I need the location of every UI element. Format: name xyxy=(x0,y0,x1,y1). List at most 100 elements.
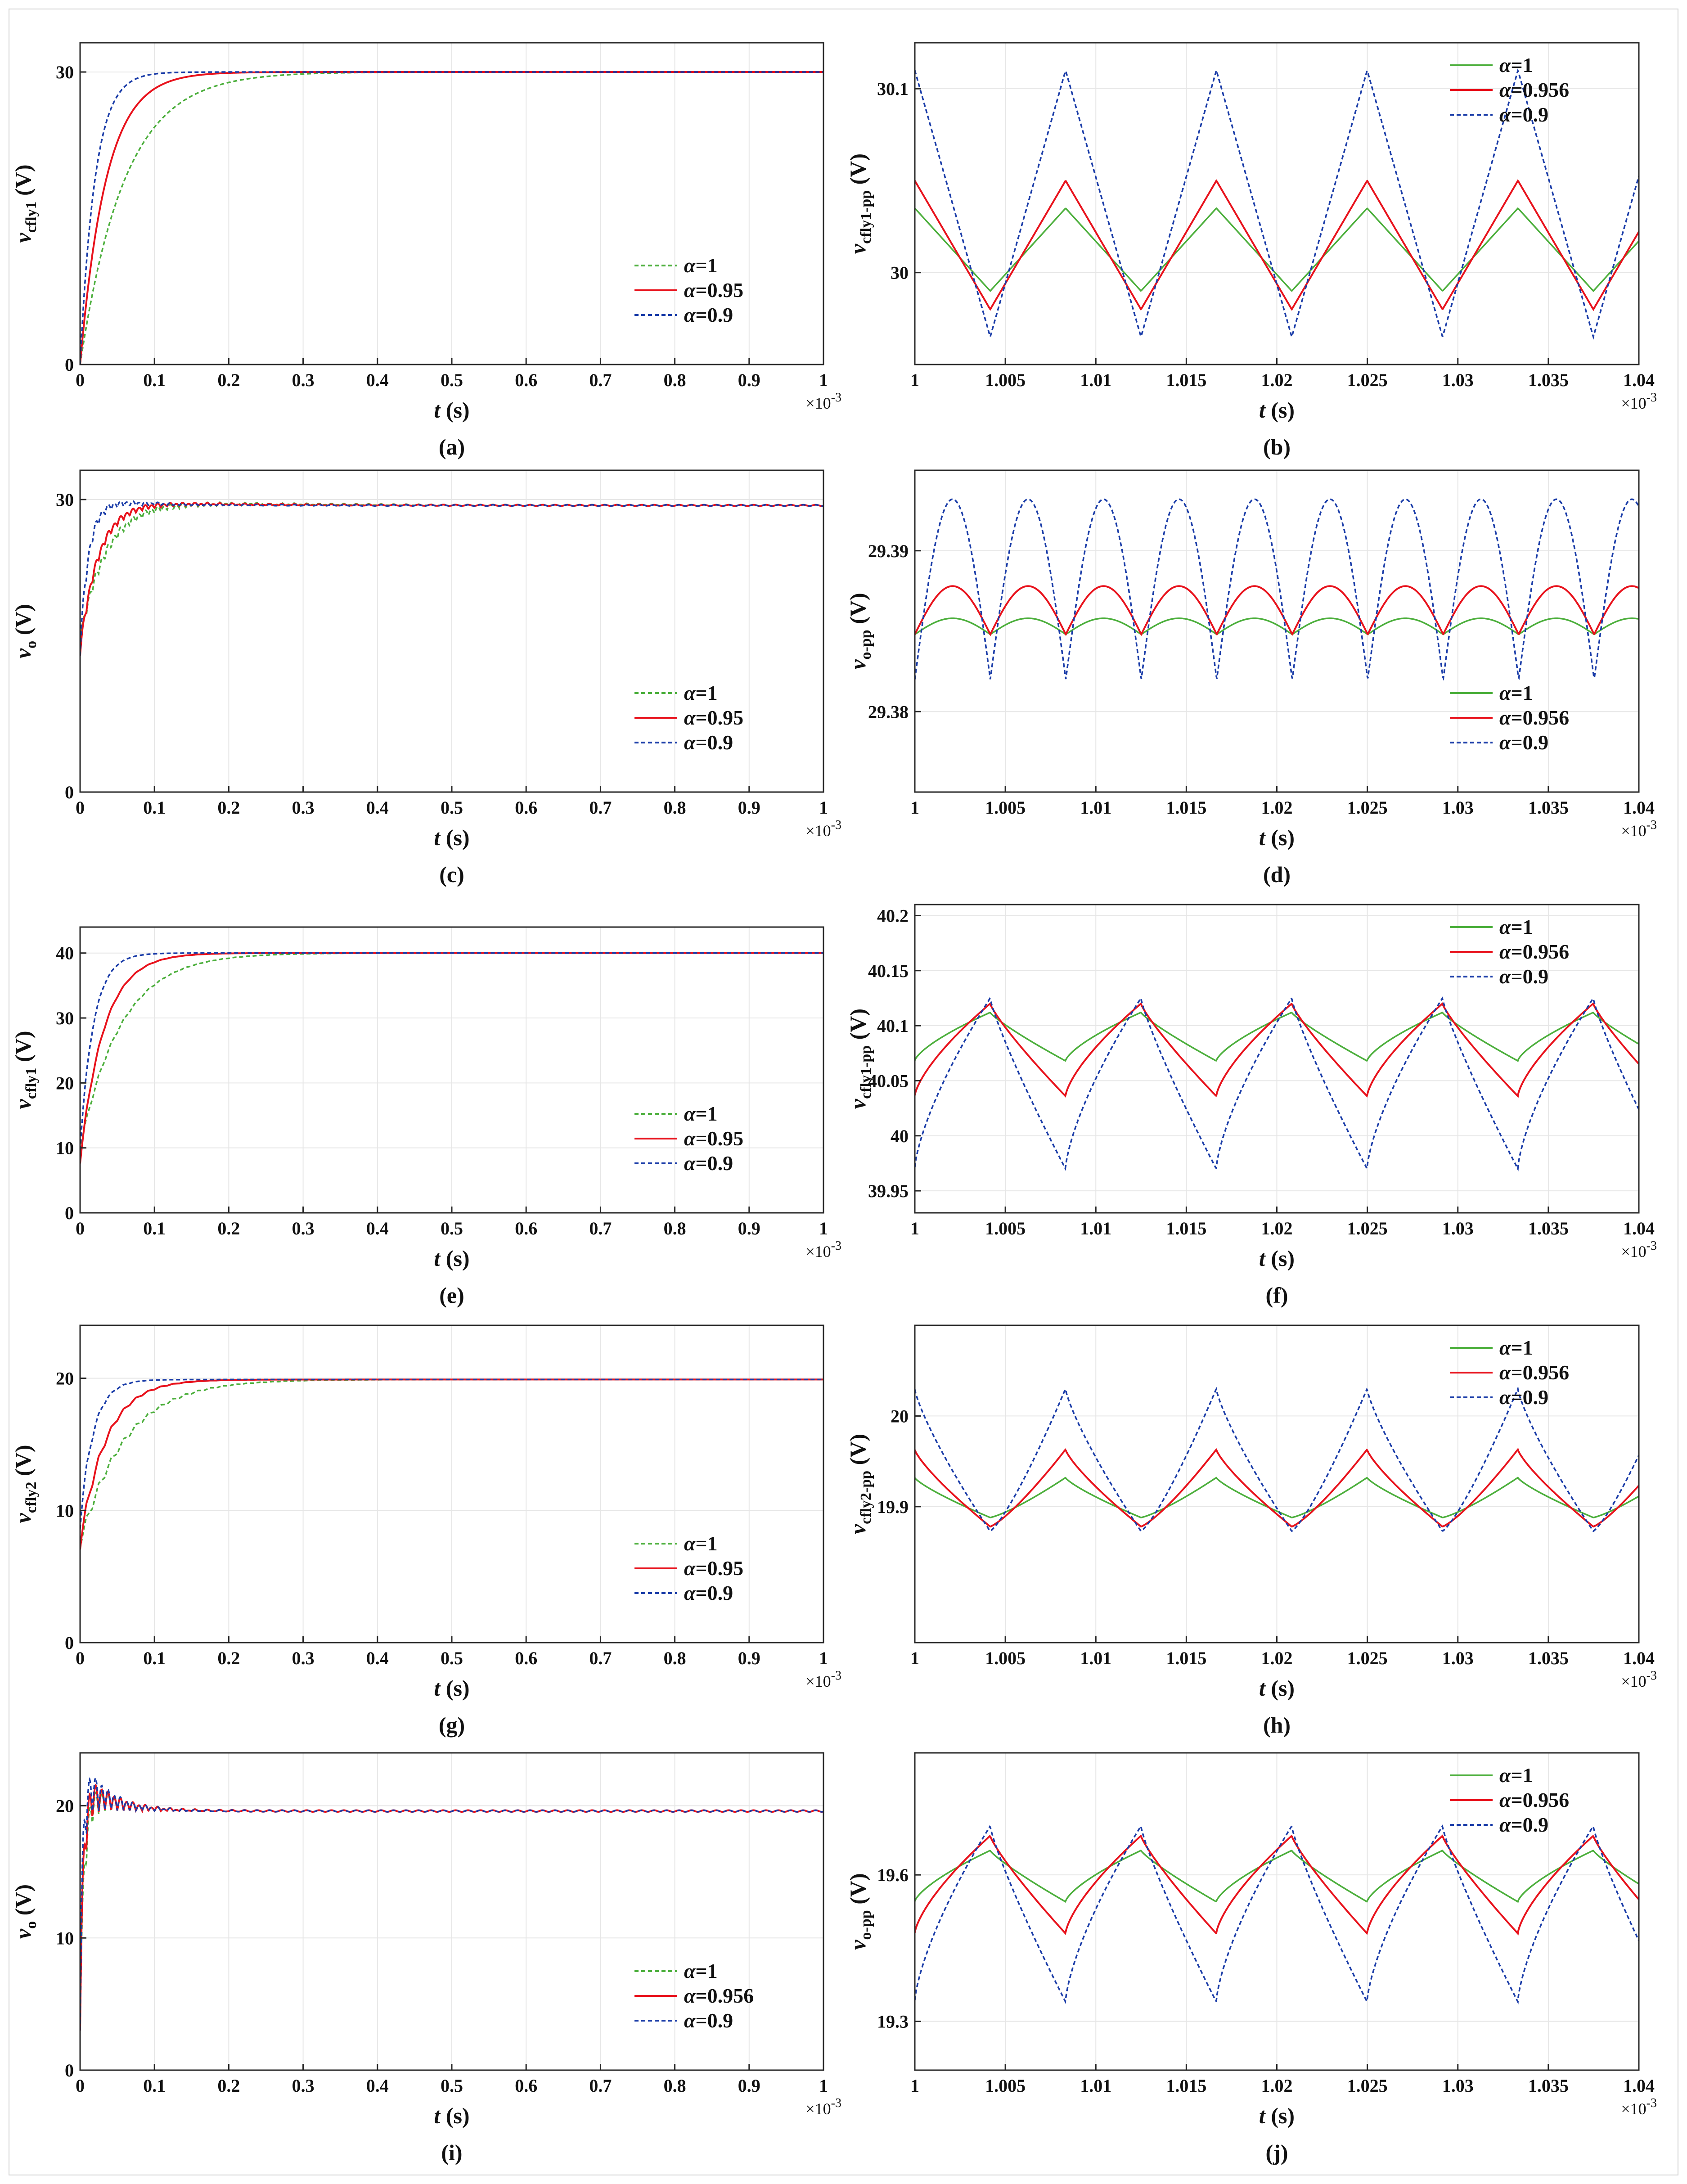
x-tick-label: 0.1 xyxy=(143,2076,166,2096)
x-tick-label: 0.1 xyxy=(143,797,166,818)
y-axis-label: vcfly1-pp (V) xyxy=(845,153,874,254)
x-exponent: ×10-3 xyxy=(1621,391,1657,412)
x-tick-label: 0.4 xyxy=(366,2076,389,2096)
x-exponent: ×10-3 xyxy=(805,2096,841,2118)
chart-panel-i: 0 0.1 0.2 0.3 0.4 0.5 0.6 0.7 0.8 0.9 101020×10-3t… xyxy=(10,1752,841,2165)
series-line-3 xyxy=(915,498,1639,681)
y-axis-label: vo-pp (V) xyxy=(845,1873,874,1950)
series-line-3 xyxy=(80,1776,823,2031)
x-tick-label: 1.025 xyxy=(1347,797,1388,818)
chart-panel-e: 0 0.1 0.2 0.3 0.4 0.5 0.6 0.7 0.8 0.9 1010203040×1… xyxy=(10,926,841,1308)
x-axis-label: t (s) xyxy=(1259,397,1295,423)
x-tick-label: 1.03 xyxy=(1442,1218,1474,1238)
chart-panel-j: 1 1.005 1.01 1.015 1.02 1.025 1.03 1.035 1.04 19.… xyxy=(845,1752,1657,2165)
y-tick-label: 19.9 xyxy=(877,1497,909,1517)
y-tick-label: 39.95 xyxy=(868,1181,909,1201)
series-line-3 xyxy=(915,1386,1639,1532)
panel-caption: (j) xyxy=(1266,2140,1288,2165)
legend-label: α=0.9 xyxy=(1499,103,1548,126)
y-tick-label: 30.1 xyxy=(877,79,909,99)
chart-panel-b: 1 1.005 1.01 1.015 1.02 1.025 1.03 1.035 1.04 30 3… xyxy=(845,42,1657,459)
y-tick-label: 10 xyxy=(56,1138,74,1158)
x-tick-label: 1.015 xyxy=(1166,370,1206,390)
x-tick-label: 1.03 xyxy=(1442,370,1474,390)
y-tick-label: 30 xyxy=(56,1008,74,1028)
x-tick-label: 1.025 xyxy=(1347,370,1388,390)
legend-label: α=0.956 xyxy=(1499,1788,1569,1811)
x-tick-label: 1.005 xyxy=(985,1218,1026,1238)
x-tick-label: 0.3 xyxy=(292,797,315,818)
panel-caption: (b) xyxy=(1263,434,1291,459)
x-tick-label: 0.8 xyxy=(664,1218,686,1238)
legend-label: α=1 xyxy=(1499,681,1533,704)
x-tick-label: 1.04 xyxy=(1623,797,1655,818)
y-tick-label: 40 xyxy=(891,1126,909,1146)
x-tick-label: 1 xyxy=(819,370,828,390)
series-line-3 xyxy=(915,68,1639,340)
series-line-3 xyxy=(80,952,823,1150)
x-tick-label: 0.4 xyxy=(366,797,389,818)
x-tick-label: 1.02 xyxy=(1261,1218,1293,1238)
x-tick-label: 1.03 xyxy=(1442,1648,1474,1668)
x-tick-label: 0.5 xyxy=(441,797,463,818)
panel-caption: (e) xyxy=(439,1283,464,1308)
x-tick-label: 1 xyxy=(910,370,919,390)
y-axis-label: vcfly1 (V) xyxy=(10,165,40,243)
x-tick-label: 1.04 xyxy=(1623,1648,1655,1668)
legend-label: α=0.95 xyxy=(684,1557,743,1580)
series-line-1 xyxy=(915,1011,1639,1062)
x-tick-label: 0.5 xyxy=(441,2076,463,2096)
y-tick-label: 0 xyxy=(65,782,74,802)
y-tick-label: 20 xyxy=(56,1369,74,1389)
y-tick-label: 0 xyxy=(65,355,74,375)
x-tick-label: 0.5 xyxy=(441,1218,463,1238)
y-axis-label: vcfly1-pp (V) xyxy=(845,1009,874,1109)
legend-label: α=1 xyxy=(1499,1336,1533,1359)
y-tick-label: 0 xyxy=(65,2060,74,2080)
legend-label: α=1 xyxy=(684,681,718,704)
x-tick-label: 0.6 xyxy=(515,2076,537,2096)
x-tick-label: 1.015 xyxy=(1166,797,1206,818)
chart-panel-a: 0 0.1 0.2 0.3 0.4 0.5 0.6 0.7 0.8 0.9 1 0 30 ×10-3 t (… xyxy=(10,42,841,459)
x-tick-label: 1.02 xyxy=(1261,1648,1293,1668)
y-tick-label: 20 xyxy=(56,1073,74,1093)
legend-label: α=0.9 xyxy=(1499,965,1548,988)
x-tick-label: 0.7 xyxy=(589,1648,612,1668)
y-tick-label: 0 xyxy=(65,1203,74,1223)
x-tick-label: 1.03 xyxy=(1442,797,1474,818)
legend: α=1α=0.95α=0.9 xyxy=(634,1102,743,1175)
y-axis-label: vcfly2 (V) xyxy=(10,1445,40,1523)
x-tick-label: 1 xyxy=(910,797,919,818)
x-tick-label: 0 xyxy=(76,797,85,818)
x-tick-label: 0.2 xyxy=(217,2076,240,2096)
y-tick-label: 29.38 xyxy=(868,702,909,722)
x-axis-label: t (s) xyxy=(1259,825,1295,850)
x-tick-label: 1.04 xyxy=(1623,1218,1655,1238)
x-tick-label: 0.3 xyxy=(292,370,315,390)
panel-caption: (c) xyxy=(439,862,464,887)
series-line-1 xyxy=(915,207,1639,293)
legend-label: α=1 xyxy=(684,1532,718,1555)
series-line-1 xyxy=(915,1476,1639,1518)
x-axis-label: t (s) xyxy=(434,397,469,423)
x-tick-label: 1.015 xyxy=(1166,1648,1206,1668)
x-exponent: ×10-3 xyxy=(805,1239,841,1261)
series-line-3 xyxy=(80,1378,823,1529)
y-axis-label: vo (V) xyxy=(10,604,40,658)
series-line-3 xyxy=(915,1824,1639,2005)
x-tick-label: 1.035 xyxy=(1528,797,1569,818)
legend-label: α=0.956 xyxy=(1499,1361,1569,1384)
x-tick-label: 1.005 xyxy=(985,2076,1026,2096)
series-line-3 xyxy=(915,996,1639,1171)
x-tick-label: 1.025 xyxy=(1347,1648,1388,1668)
x-tick-label: 0.3 xyxy=(292,1648,315,1668)
x-tick-label: 0.6 xyxy=(515,1648,537,1668)
x-tick-label: 1 xyxy=(819,2076,828,2096)
series-line-2 xyxy=(915,1002,1639,1098)
x-tick-label: 0.9 xyxy=(738,1648,760,1668)
x-tick-label: 1.04 xyxy=(1623,2076,1655,2096)
